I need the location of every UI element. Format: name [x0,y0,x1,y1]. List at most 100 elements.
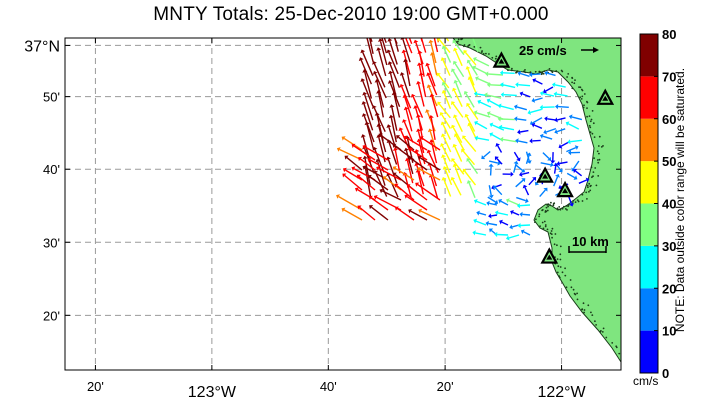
vector-arrow [364,146,389,161]
vector-arrowhead [387,80,393,84]
vector-arrowhead [426,149,432,154]
coast-dot [563,205,565,208]
vector-arrow [377,161,386,186]
vector-arrowhead [390,24,395,28]
vector-arrow [398,136,415,151]
vector-arrowhead [473,110,478,116]
coast-dot [590,166,593,169]
reference-vector-label: 25 cm/s [519,43,567,58]
coast-dot [597,161,600,164]
y-tick-label: 40' [43,162,60,177]
coast-dot [586,107,588,109]
vector-arrowhead [516,157,521,162]
coast-dot [587,186,589,189]
vector-arrowhead [506,235,510,241]
vector-arrow [468,182,476,199]
vector-arrowhead [529,72,533,78]
vector-arrow [428,152,439,173]
coast-dot [586,115,588,118]
coast-dot [586,101,589,104]
vector-arrow [387,159,398,184]
coast-dot [550,201,552,204]
vector-arrow [475,220,487,226]
vector-arrowhead [553,91,557,97]
vector-arrow [417,171,424,195]
coast-dot [618,352,621,355]
vector-arrow [514,164,524,171]
vector-arrowhead [485,71,489,77]
coast-dot [572,199,575,202]
vector-arrow [545,127,557,133]
vector-arrow [427,74,438,96]
coast-dot [511,67,513,70]
vector-arrowhead [539,104,543,110]
vector-arrowhead [416,128,422,132]
vector-arrowhead [453,114,458,119]
vector-arrow [442,59,451,76]
vector-arrowhead [510,210,514,215]
vector-arrowhead [450,124,456,129]
vector-arrow [408,38,413,44]
coast-dot [561,70,564,73]
vector-arrowhead [519,171,523,177]
station-triangle-inner-icon [562,188,569,194]
vector-arrow [464,51,477,66]
vector-arrowhead [367,174,372,180]
coast-dot [576,199,579,202]
vector-arrow [410,210,428,221]
vector-arrowhead [544,70,548,76]
vector-arrowhead [484,92,488,98]
colorbar-tick-label: 80 [662,27,676,42]
scale-bar-label: 10 km [572,234,609,249]
vector-arrowhead [436,72,441,77]
vector-arrowhead [403,106,409,111]
vector-arrow [525,155,530,164]
vector-arrow [489,202,498,206]
vector-arrow [379,41,388,66]
vector-arrow [359,206,376,221]
vector-arrow [516,196,527,202]
vector-arrow [389,40,398,65]
vector-arrowhead [522,184,528,189]
vector-arrowhead [513,160,519,165]
vector-arrowhead [392,166,397,171]
vector-arrow [454,50,463,67]
coast-dot [543,70,546,72]
vector-arrowhead [539,91,544,96]
vector-arrow [575,170,583,177]
vector-arrow [405,137,428,151]
vector-arrowhead [441,90,447,94]
vector-arrowhead [394,183,399,188]
vector-arrow [431,96,439,118]
vector-arrow [476,112,491,118]
vector-arrow [364,168,372,197]
vector-arrowhead [534,181,540,186]
vector-arrowhead [474,120,479,126]
vector-arrowhead [362,165,367,170]
coast-dot [566,76,568,78]
coast-dot [591,314,594,316]
vector-arrowhead [429,93,435,98]
coast-dot [581,95,584,98]
vector-arrowhead [573,175,578,180]
vector-arrowhead [429,139,435,143]
vector-arrowhead [499,136,504,142]
vector-arrow [366,124,375,151]
coast-dot [546,204,549,206]
coast-dot [535,218,537,221]
coast-dot [599,330,602,333]
vector-arrowhead [392,143,397,148]
vector-arrow [486,94,502,99]
vector-arrow [438,103,451,119]
vector-arrow [444,168,453,186]
vector-arrowhead [386,124,392,128]
vector-arrow [381,190,402,201]
vector-arrowhead [498,199,503,204]
vector-arrow [519,204,531,207]
coast-dot [479,46,482,49]
vector-arrowhead [543,88,547,94]
vector-arrow [452,103,464,118]
vector-arrowhead [488,213,492,219]
vector-arrowhead [519,211,523,217]
coast-dot [587,304,590,307]
